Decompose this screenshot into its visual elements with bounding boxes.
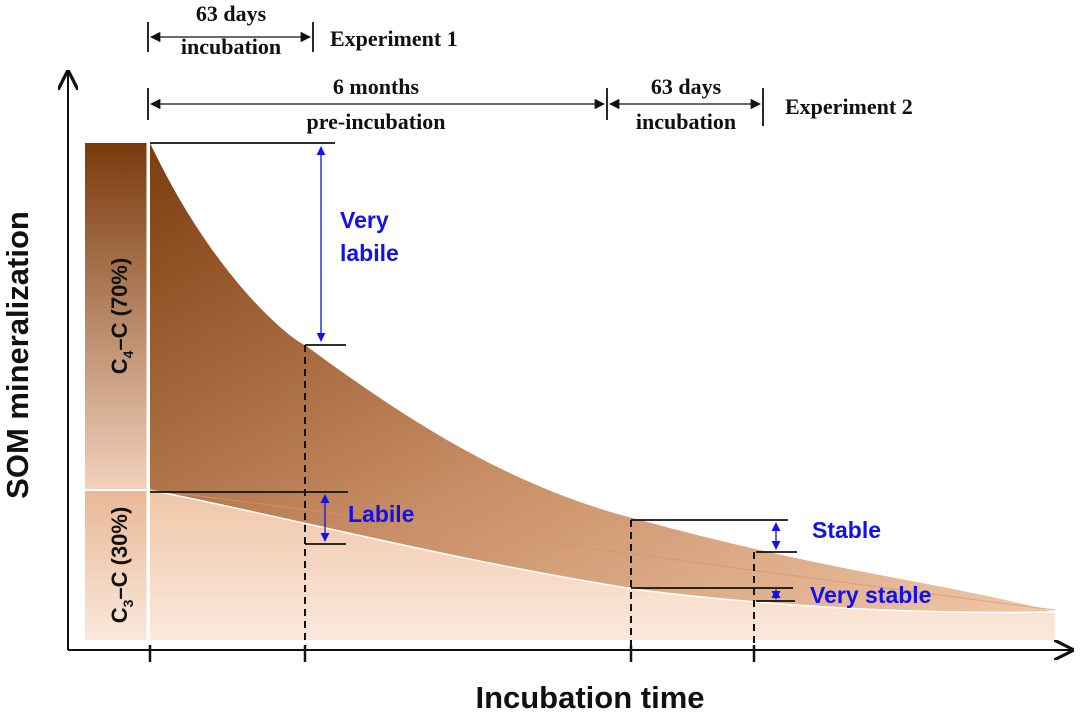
c4-pool-bar [85, 143, 147, 490]
c4-decay-region [150, 143, 1055, 613]
labile-label: Labile [348, 501, 414, 527]
c3-pool-bar [85, 490, 147, 640]
exp2-duration-line1: 63 days [651, 74, 722, 99]
y-axis-title: SOM mineralization [0, 211, 35, 499]
preincubation-line2: pre-incubation [307, 109, 446, 134]
stable-label: Stable [812, 517, 881, 543]
experiment1-label: Experiment 1 [330, 26, 458, 51]
c3-pool-label: C3–C (30%) [107, 507, 136, 624]
exp2-duration-line2: incubation [636, 109, 736, 134]
c3-decay-region [150, 490, 1055, 640]
exp1-duration-line1: 63 days [196, 1, 267, 26]
very-labile-label-line2: labile [340, 240, 399, 266]
preincubation-line1: 6 months [333, 74, 420, 99]
very-labile-label-line1: Very [340, 207, 389, 233]
exp1-duration-line2: incubation [181, 34, 281, 59]
x-axis-title: Incubation time [475, 680, 704, 715]
pool-boundary-curve [149, 489, 1056, 614]
c4-pool-label: C4–C (70%) [107, 258, 136, 375]
experiment2-label: Experiment 2 [785, 94, 913, 119]
very-stable-label: Very stable [810, 582, 931, 608]
